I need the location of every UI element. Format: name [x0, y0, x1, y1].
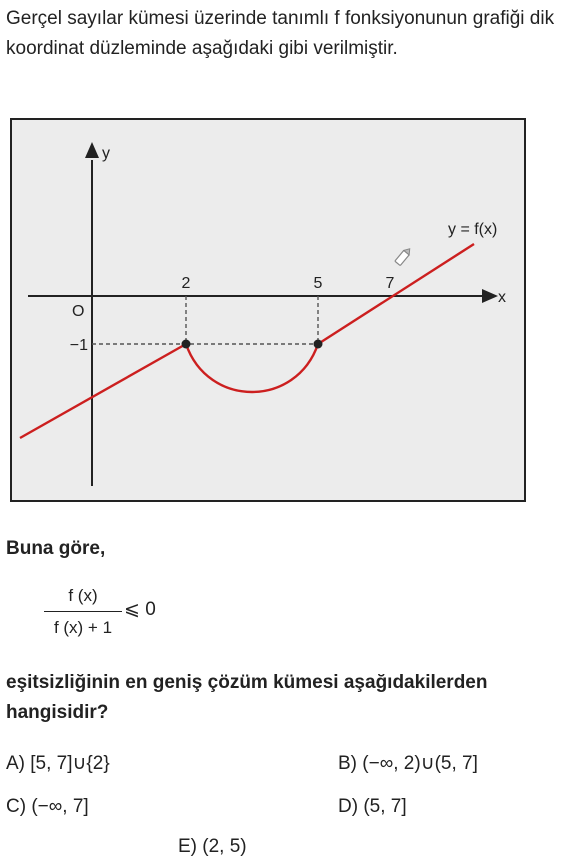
choice-text: [5, 7]∪{2}: [30, 753, 110, 774]
fraction-bar: [44, 611, 122, 612]
y-tick-label: −1: [70, 337, 88, 354]
lead-text: Buna göre,: [6, 538, 106, 559]
curve-right-ray: [317, 242, 475, 346]
choice-letter: D): [338, 796, 359, 817]
fraction: f (x) f (x) + 1: [44, 585, 122, 639]
choice-d[interactable]: D) (5, 7]: [338, 796, 407, 818]
choice-a[interactable]: A) [5, 7]∪{2}: [6, 752, 110, 775]
function-graph: y x O 2 5 7 −1 y = f(x): [10, 118, 526, 502]
choice-text: (−∞, 2)∪(5, 7]: [362, 753, 478, 774]
choice-text: (2, 5): [202, 836, 247, 857]
choice-c[interactable]: C) (−∞, 7]: [6, 796, 89, 818]
inequality-relation: ⩽ 0: [124, 599, 156, 620]
y-axis-label: y: [102, 145, 110, 162]
x-tick-label: 7: [386, 275, 395, 292]
choice-e[interactable]: E) (2, 5): [178, 836, 247, 858]
problem-intro: Gerçel sayılar kümesi üzerinde tanımlı f…: [6, 8, 555, 59]
choice-letter: B): [338, 753, 357, 774]
choice-letter: E): [178, 836, 197, 857]
point-5-minus1: [313, 339, 323, 349]
y-axis-arrow-icon: [85, 142, 99, 158]
choice-letter: C): [6, 796, 27, 817]
choice-text: (5, 7]: [363, 796, 407, 817]
question-text: eşitsizliğinin en geniş çözüm kümesi aşa…: [6, 672, 488, 723]
point-2-minus1: [181, 339, 191, 349]
curve-left-ray: [19, 342, 187, 440]
x-tick-label: 2: [182, 275, 191, 292]
choice-letter: A): [6, 753, 25, 774]
pencil-icon: [394, 248, 411, 266]
curve-arc: [184, 343, 320, 393]
graph-svg: y x O 2 5 7 −1 y = f(x): [19, 142, 506, 486]
fraction-denominator: f (x) + 1: [53, 618, 113, 637]
x-axis-label: x: [498, 289, 506, 306]
x-tick-label: 5: [314, 275, 323, 292]
fraction-numerator: f (x): [68, 586, 98, 605]
choice-text: (−∞, 7]: [31, 796, 89, 817]
choice-b[interactable]: B) (−∞, 2)∪(5, 7]: [338, 752, 478, 775]
x-axis-arrow-icon: [482, 289, 498, 303]
curve-label: y = f(x): [448, 221, 497, 238]
origin-label: O: [72, 303, 84, 320]
